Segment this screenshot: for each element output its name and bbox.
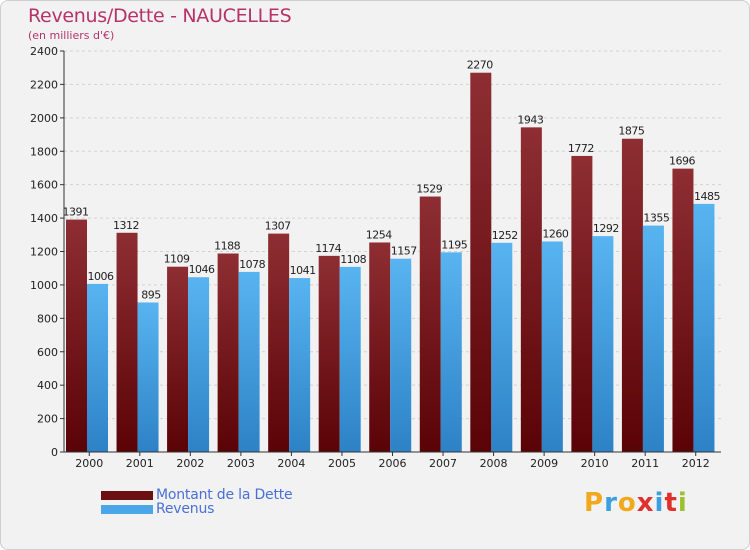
data-label-revenus: 1252 — [492, 229, 518, 242]
legend-item-dette: Montant de la Dette — [101, 487, 293, 503]
data-label-revenus: 1355 — [643, 212, 669, 225]
x-tick-label: 2011 — [631, 457, 659, 470]
x-tick-label: 2003 — [227, 457, 255, 470]
legend-label-dette: Montant de la Dette — [156, 487, 293, 503]
legend-label-revenus: Revenus — [156, 501, 215, 517]
data-label-dette: 1875 — [618, 125, 644, 138]
data-label-dette: 1307 — [265, 220, 291, 233]
bar-revenus — [188, 277, 210, 452]
bar-dette — [268, 233, 290, 452]
data-label-revenus: 1260 — [542, 227, 568, 240]
y-tick-label: 400 — [37, 379, 58, 392]
y-tick-label: 1600 — [30, 179, 58, 192]
chart-subtitle: (en milliers d'€) — [28, 29, 115, 42]
data-label-revenus: 1078 — [239, 258, 265, 271]
bar-dette — [571, 155, 593, 452]
data-label-revenus: 1195 — [441, 238, 467, 251]
y-tick-label: 1400 — [30, 212, 58, 225]
x-tick-label: 2006 — [379, 457, 407, 470]
y-tick-label: 0 — [51, 446, 58, 459]
y-tick-label: 1000 — [30, 279, 58, 292]
y-tick-label: 2400 — [30, 45, 58, 58]
y-tick-label: 2000 — [30, 112, 58, 125]
x-tick-label: 2007 — [429, 457, 457, 470]
proxiti-logo: Proxiti — [584, 488, 688, 518]
x-tick-label: 2002 — [176, 457, 204, 470]
bar-dette — [116, 232, 138, 452]
bar-revenus — [137, 302, 159, 452]
data-label-revenus: 895 — [141, 288, 161, 301]
data-label-dette: 1391 — [63, 206, 89, 219]
x-tick-label: 2012 — [682, 457, 710, 470]
y-tick-label: 600 — [37, 346, 58, 359]
x-tick-label: 2000 — [75, 457, 103, 470]
data-label-dette: 1696 — [669, 155, 695, 168]
bar-dette — [217, 253, 239, 452]
data-label-revenus: 1108 — [340, 253, 366, 266]
x-tick-label: 2001 — [126, 457, 154, 470]
bar-revenus — [339, 266, 361, 452]
bar-dette — [66, 219, 87, 452]
bar-dette — [318, 255, 340, 452]
bar-dette — [672, 168, 694, 453]
bar-revenus — [642, 225, 664, 452]
y-tick-label: 800 — [37, 312, 58, 325]
bar-dette — [419, 196, 441, 452]
bar-revenus — [592, 236, 614, 452]
data-label-dette: 1109 — [164, 253, 190, 266]
data-label-dette: 2270 — [467, 59, 493, 72]
y-tick-label: 1800 — [30, 145, 58, 158]
data-label-dette: 1529 — [416, 183, 442, 196]
bar-revenus — [390, 258, 412, 452]
data-label-dette: 1188 — [214, 240, 240, 253]
y-tick-label: 2200 — [30, 78, 58, 91]
bar-revenus — [440, 252, 462, 452]
bar-dette — [369, 242, 391, 452]
data-label-dette: 1254 — [366, 228, 392, 241]
bar-revenus — [693, 203, 715, 452]
y-axis: 0 200 400 600 800 1000 1200 1400 1600 1800 2000 220… — [30, 45, 65, 459]
data-label-revenus: 1485 — [694, 190, 720, 203]
bar-dette — [520, 127, 542, 452]
data-label-revenus: 1046 — [189, 263, 215, 276]
x-tick-label: 2009 — [530, 457, 558, 470]
y-tick-label: 1200 — [30, 246, 58, 259]
bar-revenus — [87, 283, 108, 452]
legend-item-revenus: Revenus — [101, 501, 215, 517]
bar-dette — [621, 138, 643, 452]
data-label-dette: 1772 — [568, 142, 594, 155]
chart-title: Revenus/Dette - NAUCELLES — [28, 5, 292, 27]
bar-revenus — [289, 278, 311, 452]
data-label-dette: 1943 — [517, 113, 543, 126]
data-label-revenus: 1006 — [88, 270, 114, 283]
bar-dette — [167, 266, 189, 452]
bar-dette — [470, 72, 492, 453]
x-tick-label: 2004 — [277, 457, 305, 470]
x-tick-label: 2008 — [480, 457, 508, 470]
x-tick-label: 2010 — [581, 457, 609, 470]
data-label-dette: 1174 — [315, 242, 341, 255]
legend-swatch-dette — [101, 490, 153, 500]
bar-revenus — [238, 271, 260, 452]
data-label-revenus: 1292 — [593, 222, 619, 235]
legend-swatch-revenus — [101, 504, 153, 514]
bar-revenus — [541, 241, 563, 452]
data-label-dette: 1312 — [113, 219, 139, 232]
data-label-revenus: 1041 — [290, 264, 316, 277]
y-tick-label: 200 — [37, 413, 58, 426]
bar-revenus — [491, 242, 513, 452]
data-label-revenus: 1157 — [391, 245, 417, 258]
x-axis: 2000 2001 2002 2003 2004 2005 2006 2007 2008 2009… — [64, 451, 721, 470]
x-tick-label: 2005 — [328, 457, 356, 470]
bars — [66, 72, 715, 453]
